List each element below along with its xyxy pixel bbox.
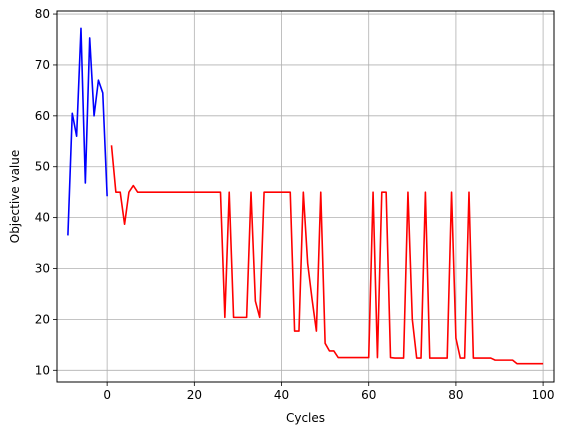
- y-axis-label: Objective value: [8, 150, 22, 244]
- x-axis-label: Cycles: [286, 411, 325, 425]
- grid-lines: [57, 11, 554, 382]
- y-tick-label: 10: [35, 363, 50, 377]
- plot-frame: [56, 10, 555, 383]
- y-tick-label: 50: [35, 160, 50, 174]
- x-tick-label: 20: [187, 388, 202, 402]
- axis-ticks: 0 20 40 60 80 100 10 20 30 40 50 60 70 80: [35, 7, 555, 402]
- y-tick-label: 80: [35, 7, 50, 21]
- y-tick-label: 40: [35, 211, 50, 225]
- x-tick-label: 100: [532, 388, 555, 402]
- y-tick-label: 70: [35, 58, 50, 72]
- y-tick-label: 30: [35, 262, 50, 276]
- x-tick-label: 80: [448, 388, 463, 402]
- series-line-1: [67, 27, 108, 236]
- series-lines: [67, 27, 544, 365]
- x-tick-label: 60: [361, 388, 376, 402]
- x-tick-label: 0: [103, 388, 111, 402]
- y-tick-label: 20: [35, 312, 50, 326]
- x-tick-label: 40: [274, 388, 289, 402]
- y-tick-label: 60: [35, 109, 50, 123]
- series-line-2: [110, 145, 544, 365]
